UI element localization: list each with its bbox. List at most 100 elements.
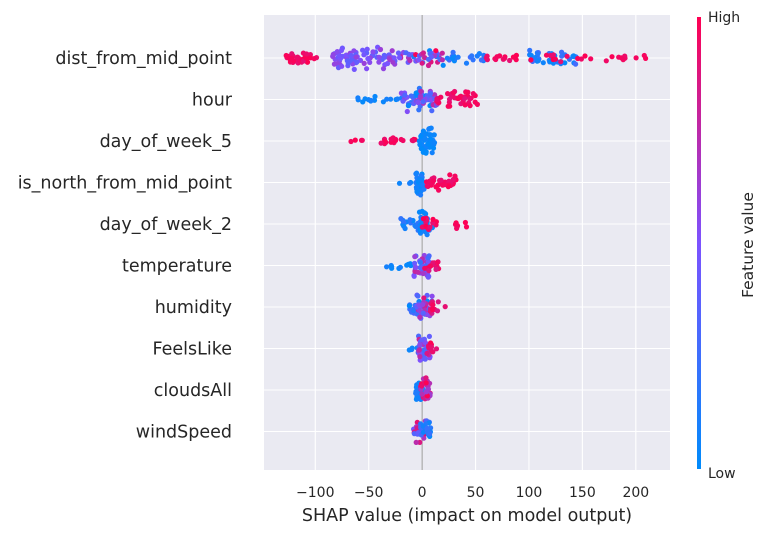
x-tick-label: 0: [418, 485, 427, 501]
grid: [264, 15, 670, 470]
data-point: [413, 439, 419, 445]
data-point: [358, 137, 365, 143]
data-point: [405, 261, 411, 267]
data-point: [413, 184, 419, 190]
data-point: [415, 269, 421, 275]
data-point: [442, 304, 448, 310]
data-point: [429, 108, 435, 114]
data-point: [550, 52, 557, 58]
data-point: [420, 216, 426, 222]
data-point: [423, 150, 429, 156]
data-point: [413, 264, 419, 270]
data-point: [364, 46, 370, 52]
data-point: [425, 259, 432, 265]
data-point: [414, 170, 420, 176]
data-point: [564, 53, 570, 59]
data-point: [355, 95, 361, 101]
data-point: [444, 55, 450, 61]
data-point: [431, 132, 437, 138]
data-point: [543, 52, 550, 58]
data-point: [304, 51, 310, 57]
data-point: [351, 66, 357, 72]
data-point: [378, 140, 384, 146]
data-point: [424, 350, 430, 356]
data-point: [289, 55, 295, 61]
data-point: [303, 55, 309, 61]
data-point: [419, 383, 425, 389]
data-point: [361, 60, 367, 66]
data-point: [283, 52, 289, 59]
data-points: [283, 44, 649, 445]
data-point: [420, 423, 426, 429]
x-axis-label: SHAP value (impact on model output): [302, 506, 632, 526]
data-point: [527, 52, 533, 58]
x-tick-label: 150: [569, 485, 596, 501]
data-point: [433, 184, 439, 190]
data-point: [421, 295, 427, 301]
data-point: [474, 101, 480, 107]
data-point: [425, 56, 432, 62]
data-point: [380, 66, 387, 72]
data-point: [384, 264, 390, 270]
data-point: [339, 63, 345, 69]
data-point: [417, 439, 423, 445]
data-point: [397, 264, 403, 270]
colorbar-low-label: Low: [708, 466, 736, 482]
data-point: [507, 57, 513, 64]
data-point: [416, 347, 423, 353]
data-point: [424, 183, 430, 189]
data-point: [410, 138, 416, 144]
data-point: [633, 55, 639, 61]
data-point: [420, 182, 426, 188]
data-point: [417, 314, 423, 320]
data-point: [430, 349, 436, 355]
data-point: [364, 66, 370, 72]
data-point: [416, 209, 423, 215]
data-point: [552, 56, 559, 62]
data-point: [573, 61, 579, 67]
colorbar-title: Feature value: [739, 192, 757, 298]
data-point: [442, 182, 448, 188]
data-point: [414, 189, 420, 195]
data-point: [412, 254, 418, 260]
data-point: [423, 380, 429, 386]
data-point: [351, 48, 357, 54]
data-point: [558, 59, 564, 65]
data-point: [426, 126, 432, 132]
data-point: [334, 49, 340, 55]
data-point: [361, 52, 367, 58]
data-point: [419, 60, 425, 66]
data-point: [417, 342, 423, 348]
data-point: [433, 48, 439, 54]
data-point: [474, 53, 480, 59]
data-point: [403, 50, 409, 56]
data-point: [348, 52, 354, 59]
data-point: [478, 57, 484, 63]
data-point: [420, 99, 426, 105]
data-point: [422, 136, 428, 142]
data-point: [406, 303, 412, 309]
data-point: [527, 47, 533, 54]
data-point: [429, 293, 435, 299]
data-point: [419, 337, 425, 343]
data-point: [432, 92, 438, 98]
data-point: [438, 94, 444, 100]
data-point: [425, 141, 431, 147]
data-point: [418, 133, 424, 139]
data-point: [463, 224, 470, 230]
data-point: [427, 132, 433, 138]
data-point: [588, 56, 594, 62]
data-point: [420, 270, 426, 277]
data-point: [394, 96, 401, 102]
data-point: [402, 92, 408, 98]
data-point: [426, 333, 432, 339]
data-point: [430, 302, 436, 308]
data-point: [338, 47, 345, 54]
data-point: [352, 137, 358, 143]
data-point: [494, 54, 500, 60]
data-point: [435, 299, 441, 305]
data-point: [469, 53, 475, 59]
data-point: [429, 306, 435, 312]
data-point: [395, 50, 402, 56]
